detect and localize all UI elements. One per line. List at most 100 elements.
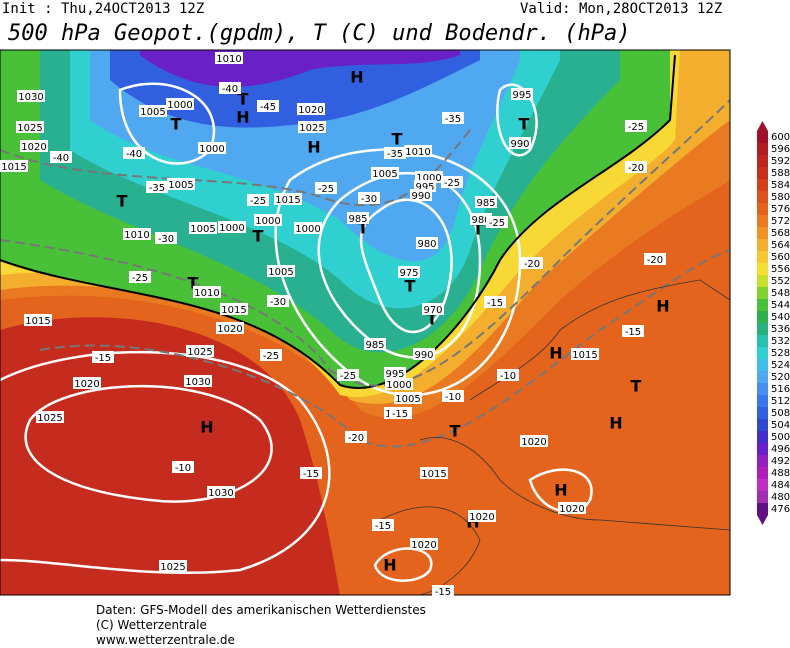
label-box (422, 303, 444, 315)
map-labels: HHTTHTTTTTTTTTHHTHTHHHH10101030102510201… (0, 52, 670, 598)
isobar-label: 1025 (187, 347, 212, 358)
label-box (558, 502, 586, 514)
isobar-label: 995 (385, 369, 404, 380)
isobar-label: 1000 (295, 224, 320, 235)
colorbar-label: 504 (771, 420, 790, 431)
colorbar-label: 524 (771, 360, 790, 371)
label-box (358, 192, 380, 204)
temperature-label: -15 (375, 521, 391, 532)
colorbar-label: 584 (771, 180, 790, 191)
pressure-center: H (383, 556, 396, 575)
label-box (155, 232, 177, 244)
colorbar-label: 580 (771, 192, 790, 203)
colorbar-segment (757, 395, 768, 407)
isobar-label: 1020 (411, 540, 436, 551)
label-box (571, 348, 599, 360)
label-box (167, 178, 195, 190)
label-box (267, 265, 295, 277)
colorbar-tip (757, 515, 768, 525)
label-box (166, 98, 194, 110)
pressure-center: T (405, 277, 416, 296)
pressure-center: H (350, 68, 363, 87)
isobar-label: 970 (423, 305, 442, 316)
valid-time: Valid: Mon,28OCT2013 12Z (520, 1, 722, 17)
label-box (384, 367, 406, 379)
isobar-label: 1015 (275, 195, 300, 206)
label-box (254, 214, 282, 226)
isobar-label: 1000 (255, 216, 280, 227)
temperature-label: -35 (149, 183, 165, 194)
colorbar-segment (757, 275, 768, 287)
footer-line: (C) Wetterzentrale (96, 618, 207, 632)
colorbar-segment (757, 167, 768, 179)
colorbar-segment (757, 467, 768, 479)
colorbar-label: 552 (771, 276, 790, 287)
isobar-label: 1000 (416, 173, 441, 184)
pressure-center: T (358, 219, 369, 238)
label-box (644, 253, 666, 265)
colorbar-label: 564 (771, 240, 790, 251)
label-box (389, 407, 411, 419)
label-box (486, 216, 508, 228)
colorbar-tip (757, 121, 768, 131)
isobar-label: 1005 (140, 107, 165, 118)
isobar-label: 980 (417, 239, 436, 250)
colorbar-segment (757, 287, 768, 299)
isobar-label: 1015 (1, 162, 26, 173)
isobar-label: 1005 (395, 394, 420, 405)
colorbar-label: 512 (771, 396, 790, 407)
label-box (625, 161, 647, 173)
label-box (420, 467, 448, 479)
isobar-label: 1030 (18, 92, 43, 103)
552-boundary (0, 54, 676, 389)
label-box (345, 431, 367, 443)
colorbar-segment (757, 263, 768, 275)
pressure-center: T (188, 274, 199, 293)
isobar-label: 995 (512, 90, 531, 101)
label-box (432, 585, 454, 597)
isobar-label: 1000 (199, 144, 224, 155)
colorbar-label: 576 (771, 204, 790, 215)
isobar-label: 985 (348, 214, 367, 225)
isobar-label: 1005 (268, 267, 293, 278)
colorbar-segment (757, 239, 768, 251)
isobar-label: 1005 (190, 224, 215, 235)
colorbar-label: 536 (771, 324, 790, 335)
colorbar: 6005965925885845805765725685645605565525… (757, 121, 790, 525)
colorbar-segment (757, 323, 768, 335)
isobars (0, 82, 593, 582)
temperature-label: -15 (392, 409, 408, 420)
label-box (186, 345, 214, 357)
isobar-label: 1020 (559, 504, 584, 515)
colorbar-segment (757, 155, 768, 167)
temperature-label: -15 (303, 469, 319, 480)
temperature-label: -35 (445, 114, 461, 125)
colorbar-label: 508 (771, 408, 790, 419)
label-box (146, 181, 168, 193)
isobar-label: 1025 (160, 562, 185, 573)
label-box (441, 176, 463, 188)
label-box (274, 193, 302, 205)
isobar-label: 1020 (521, 437, 546, 448)
label-box (625, 120, 647, 132)
colorbar-label: 596 (771, 144, 790, 155)
colorbar-segment (757, 491, 768, 503)
colorbar-segment (757, 503, 768, 515)
isobar-label: 990 (411, 191, 430, 202)
temperature-label: -40 (126, 149, 142, 160)
colorbar-label: 548 (771, 288, 790, 299)
footer-line: Daten: GFS-Modell des amerikanischen Wet… (96, 603, 426, 617)
label-box (297, 103, 325, 115)
label-box (298, 121, 326, 133)
colorbar-segment (757, 227, 768, 239)
temperature-label: -25 (263, 351, 279, 362)
isobar-label: 1010 (194, 288, 219, 299)
label-box (92, 351, 114, 363)
map-frame (0, 49, 731, 596)
label-box (184, 375, 212, 387)
isobar-label: 980 (471, 215, 490, 226)
pressure-center: H (656, 297, 669, 316)
label-box (123, 228, 151, 240)
